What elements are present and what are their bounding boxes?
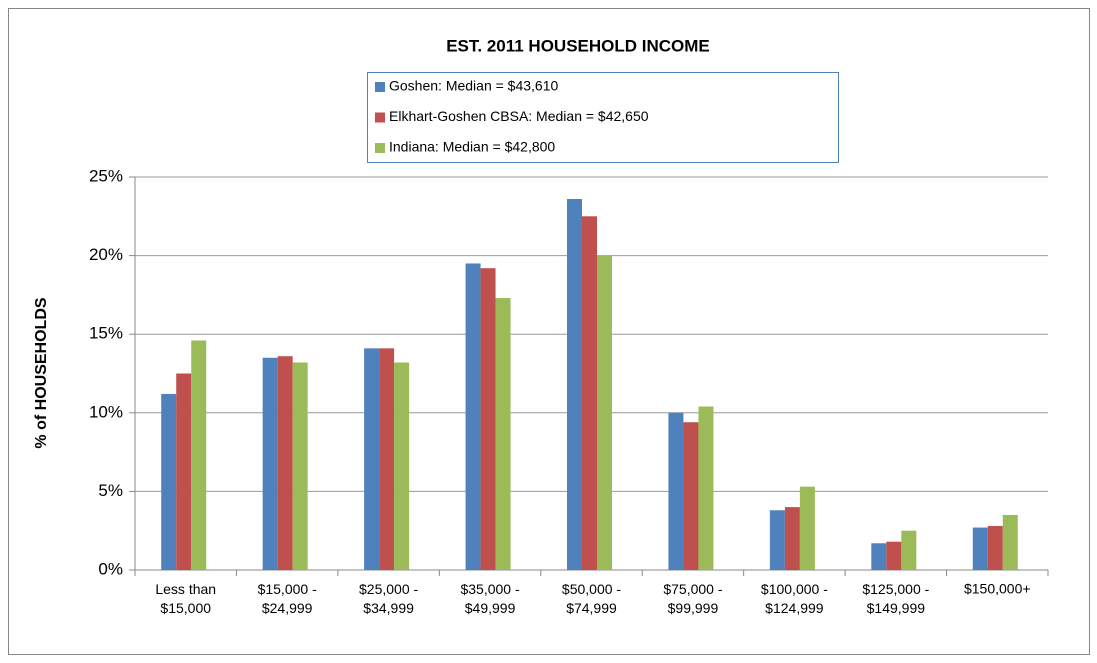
- x-tick-label: $150,000+: [964, 581, 1031, 597]
- legend-label: Goshen: Median = $43,610: [389, 78, 559, 94]
- bar: [972, 527, 988, 570]
- bar: [480, 268, 496, 570]
- x-tick-label: $15,000 -$24,999: [258, 581, 317, 616]
- x-tick-label: $25,000 -$34,999: [359, 581, 418, 616]
- bar: [769, 510, 785, 570]
- bar: [161, 393, 177, 570]
- chart-title: EST. 2011 HOUSEHOLD INCOME: [446, 36, 710, 55]
- bar: [364, 348, 380, 570]
- bar: [582, 216, 597, 571]
- bar: [698, 406, 714, 570]
- y-tick-label: 10%: [89, 402, 123, 421]
- bar: [597, 255, 612, 570]
- y-tick-label: 15%: [89, 324, 123, 343]
- legend-swatch: [375, 143, 385, 153]
- x-tick-label: $100,000 -$124,999: [761, 581, 828, 616]
- bar: [176, 373, 192, 570]
- bar: [886, 541, 902, 570]
- x-tick-label: $125,000 -$149,999: [862, 581, 929, 616]
- x-tick-label: Less than $15,000: [155, 581, 216, 616]
- y-tick-label: 25%: [89, 166, 123, 185]
- bar: [987, 525, 1003, 570]
- bar: [191, 340, 207, 570]
- bar: [465, 263, 481, 570]
- bar: [799, 486, 815, 570]
- bar: [668, 412, 684, 570]
- bar: [901, 530, 917, 570]
- legend-swatch: [375, 82, 385, 92]
- bar: [495, 298, 511, 570]
- legend-label: Elkhart-Goshen CBSA: Median = $42,650: [389, 108, 649, 124]
- bar: [292, 362, 308, 570]
- y-axis-label: % of HOUSEHOLDS: [33, 297, 50, 448]
- bar: [871, 543, 887, 570]
- legend-label: Indiana: Median = $42,800: [389, 139, 555, 155]
- bar: [683, 422, 699, 570]
- bar: [394, 362, 410, 570]
- x-tick-label: $35,000 -$49,999: [460, 581, 519, 616]
- x-tick-label: $75,000 -$99,999: [663, 581, 722, 616]
- bar: [277, 356, 293, 570]
- bar: [379, 348, 395, 570]
- y-tick-label: 0%: [98, 559, 123, 578]
- y-tick-label: 5%: [98, 481, 123, 500]
- x-tick-label: $50,000 -$74,999: [562, 581, 621, 616]
- bar: [784, 507, 800, 570]
- y-tick-label: 20%: [89, 245, 123, 264]
- bar: [1002, 514, 1018, 570]
- legend-box: [367, 72, 839, 163]
- bar: [567, 199, 582, 570]
- legend-swatch: [375, 112, 385, 123]
- bar: [262, 357, 278, 570]
